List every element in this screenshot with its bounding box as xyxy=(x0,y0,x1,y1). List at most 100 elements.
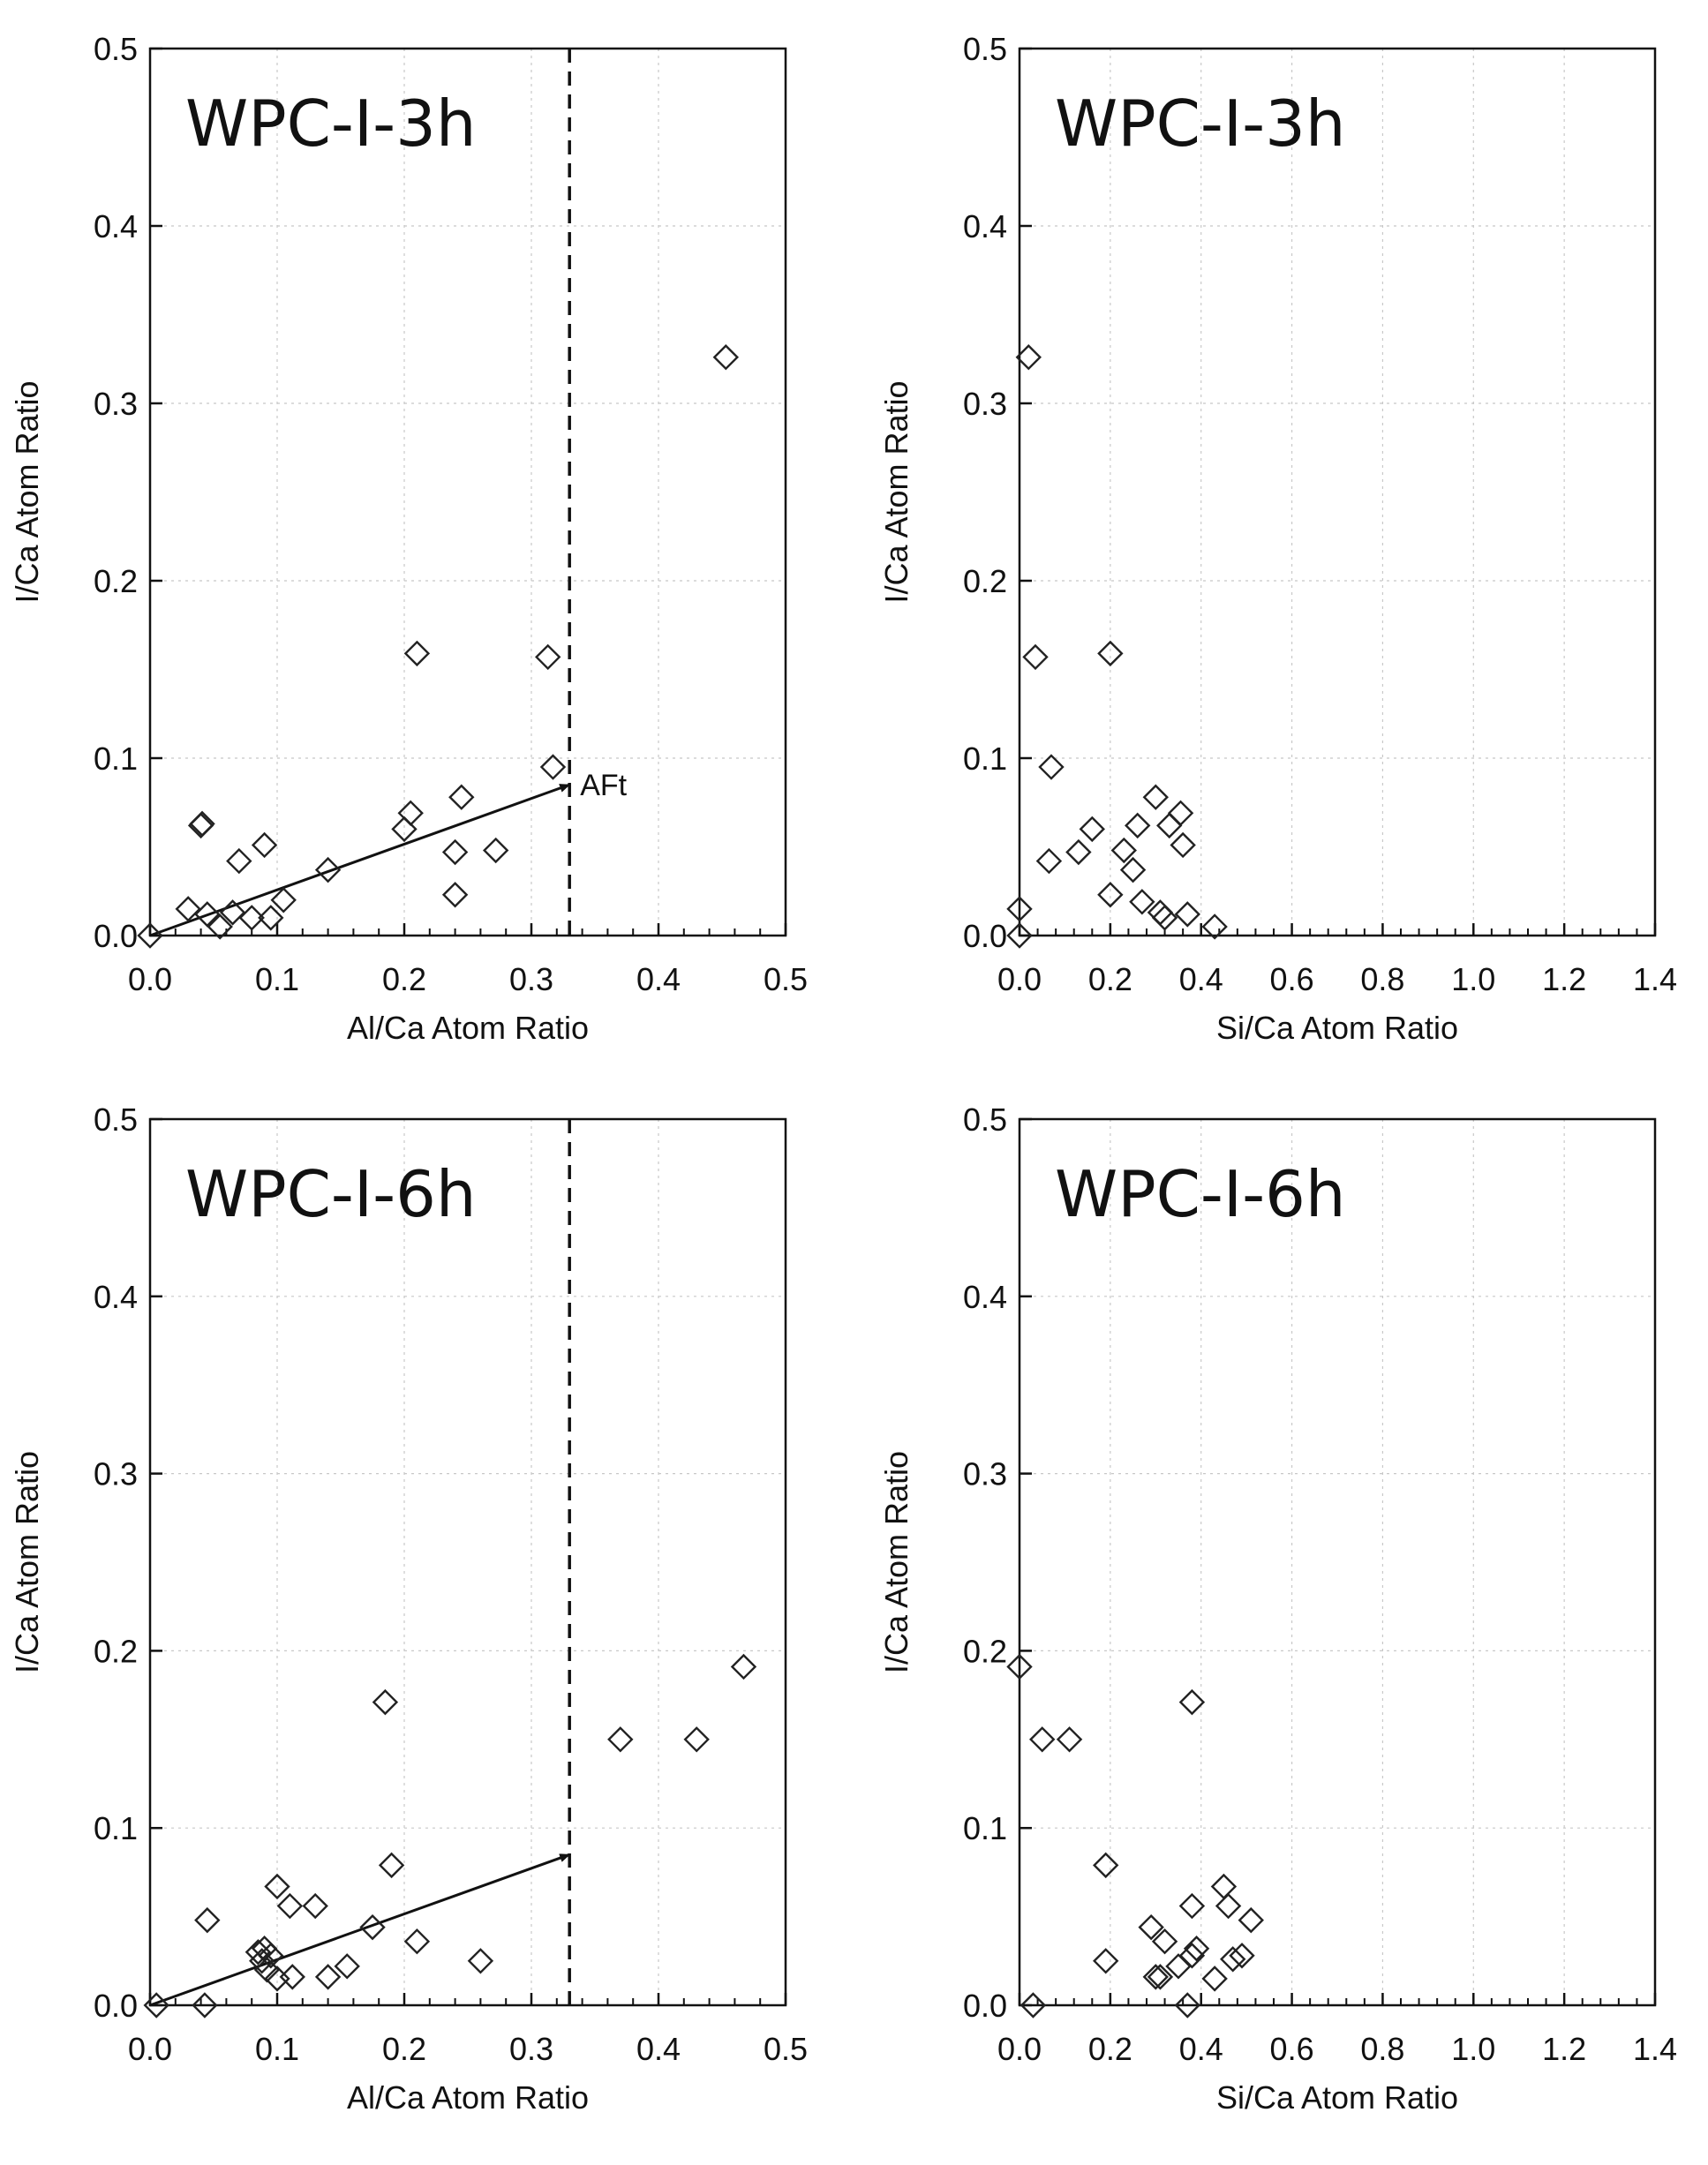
x-tick-label: 1.0 xyxy=(1451,961,1495,997)
data-point xyxy=(1129,889,1155,915)
y-tick-label: 0.0 xyxy=(963,918,1007,954)
x-tick-label: 1.0 xyxy=(1451,2031,1495,2067)
data-point xyxy=(1229,1943,1255,1969)
data-point xyxy=(1006,896,1033,922)
data-point xyxy=(378,1852,405,1879)
data-point xyxy=(264,1966,290,1992)
data-point xyxy=(258,1943,284,1969)
y-tick-label: 0.5 xyxy=(963,31,1007,67)
y-tick-label: 0.0 xyxy=(94,918,138,954)
data-point xyxy=(607,1726,634,1753)
x-tick-label: 0.8 xyxy=(1360,961,1404,997)
data-point xyxy=(1201,1966,1228,1992)
data-point xyxy=(1035,847,1063,875)
data-point xyxy=(251,831,278,859)
chart-panel-1: 0.0 0.1 0.2 0.3 0.4 0.5 0.0 0.1 0.2 0.3 0.4 0.5 Al/C… xyxy=(9,31,808,1046)
y-tick-label: 0.4 xyxy=(963,208,1007,244)
data-point xyxy=(1178,1943,1206,1969)
x-tick-label: 0.4 xyxy=(1179,2031,1223,2067)
data-point xyxy=(207,913,233,940)
data-point xyxy=(1156,812,1183,839)
y-tick-label: 0.4 xyxy=(94,1279,138,1315)
data-point xyxy=(1097,882,1124,908)
data-point xyxy=(1210,1873,1238,1900)
data-point xyxy=(1183,1936,1210,1962)
data-point xyxy=(441,882,469,908)
y-tick-label: 0.1 xyxy=(963,1810,1007,1846)
x-tick-label: 0.2 xyxy=(1088,2031,1132,2067)
y-tick-label: 0.2 xyxy=(963,563,1007,599)
data-point xyxy=(1125,812,1151,839)
plot-frame xyxy=(1018,1117,1657,2007)
data-point xyxy=(238,905,265,931)
y-tick-label: 0.2 xyxy=(963,1633,1007,1669)
y-tick-label: 0.3 xyxy=(963,1456,1007,1492)
x-axis-label: Si/Ca Atom Ratio xyxy=(1216,2079,1458,2116)
data-point xyxy=(175,896,201,922)
data-point xyxy=(397,800,424,827)
y-tick-label: 0.0 xyxy=(94,1988,138,2024)
panel-title: WPC-I-3h xyxy=(1055,86,1346,161)
data-point xyxy=(1174,901,1200,928)
data-point xyxy=(372,1688,399,1716)
data-point xyxy=(467,1948,494,1974)
panel-title: WPC-I-6h xyxy=(1055,1157,1346,1231)
y-tick-label: 0.5 xyxy=(94,1101,138,1138)
data-point xyxy=(258,905,284,931)
x-axis-label: Al/Ca Atom Ratio xyxy=(347,2079,589,2116)
y-tick-label: 0.1 xyxy=(94,740,138,777)
data-point xyxy=(482,837,509,864)
x-tick-label: 0.4 xyxy=(1179,961,1223,997)
data-point xyxy=(1029,1726,1056,1753)
data-point xyxy=(1147,1964,1174,1990)
x-tick-label: 0.6 xyxy=(1270,2031,1314,2067)
plot-frame xyxy=(1018,47,1657,937)
x-tick-label: 0.5 xyxy=(764,961,808,997)
data-point xyxy=(219,899,246,926)
data-point xyxy=(712,344,740,371)
arrow-annotation: AFt xyxy=(580,769,627,802)
data-point xyxy=(1056,1726,1083,1753)
x-axis-label: Al/Ca Atom Ratio xyxy=(347,1010,589,1046)
data-point xyxy=(143,1992,169,2018)
panel-title: WPC-I-3h xyxy=(185,86,477,161)
data-point xyxy=(192,1992,218,2018)
y-tick-label: 0.3 xyxy=(94,1456,138,1492)
data-point xyxy=(189,810,215,838)
x-tick-label: 1.4 xyxy=(1633,961,1677,997)
data-point xyxy=(403,640,431,667)
trend-arrow xyxy=(149,1853,571,2007)
data-point xyxy=(1015,344,1042,371)
data-point xyxy=(730,1653,757,1680)
data-point xyxy=(1142,1964,1169,1990)
data-point xyxy=(1065,838,1092,866)
data-point xyxy=(1020,1992,1047,2018)
data-point xyxy=(1167,800,1194,827)
x-tick-label: 0.0 xyxy=(997,2031,1042,2067)
data-point xyxy=(249,1948,275,1974)
data-point xyxy=(1006,1653,1033,1680)
x-tick-label: 0.0 xyxy=(997,961,1042,997)
chart-panel-4: 0.0 0.2 0.4 0.6 0.8 1.0 1.2 1.4 0.0 0.1 0.2 0.3 0.4 0… xyxy=(878,1101,1677,2116)
data-point xyxy=(1119,856,1147,883)
data-point xyxy=(194,1906,221,1934)
data-point xyxy=(448,784,475,810)
y-axis-label: I/Ca Atom Ratio xyxy=(9,380,45,603)
x-tick-label: 0.2 xyxy=(382,2031,426,2067)
data-point xyxy=(1215,1892,1242,1920)
data-point xyxy=(1170,831,1196,859)
trend-arrow xyxy=(149,783,571,937)
x-tick-label: 1.4 xyxy=(1633,2031,1677,2067)
data-point xyxy=(276,1892,304,1920)
data-point xyxy=(1093,1852,1119,1879)
data-point xyxy=(683,1726,710,1753)
x-tick-label: 1.2 xyxy=(1542,961,1586,997)
data-point xyxy=(270,887,297,913)
data-point xyxy=(403,1928,431,1955)
data-point xyxy=(1220,1946,1246,1973)
y-tick-label: 0.0 xyxy=(963,1988,1007,2024)
x-tick-label: 0.3 xyxy=(509,961,553,997)
x-tick-label: 0.1 xyxy=(255,2031,299,2067)
chart-panel-2: 0.0 0.2 0.4 0.6 0.8 1.0 1.2 1.4 0.0 0.1 0.2 0.3 0.4 0… xyxy=(878,31,1677,1046)
